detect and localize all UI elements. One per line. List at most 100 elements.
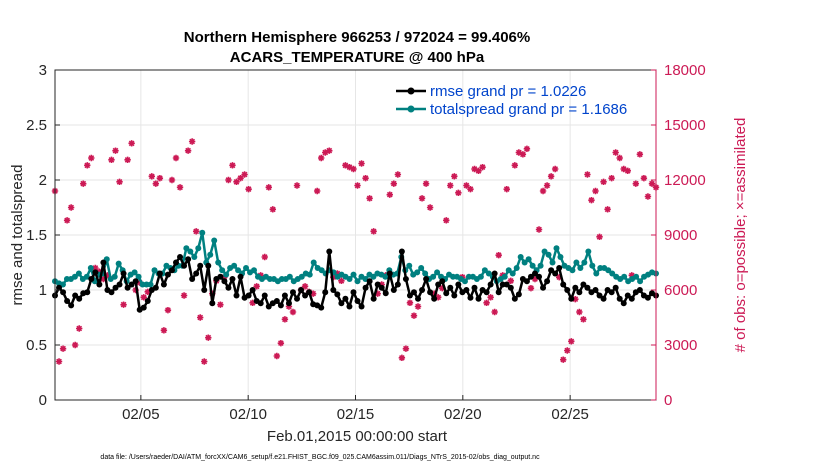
totalspread-point xyxy=(223,271,230,278)
totalspread-point xyxy=(513,265,520,271)
rmse-point xyxy=(298,287,305,293)
obs-star-glyph xyxy=(144,288,151,296)
obs-point xyxy=(422,180,430,187)
obs-point xyxy=(479,163,486,171)
obs-point xyxy=(144,288,151,296)
obs-star-glyph xyxy=(84,162,91,169)
obs-star-glyph xyxy=(463,182,470,189)
rmse-point xyxy=(487,281,494,288)
x-tick-label: 02/15 xyxy=(337,406,375,423)
obs-star-glyph xyxy=(564,347,571,354)
obs-star-glyph xyxy=(414,303,422,310)
obs-point xyxy=(402,345,410,352)
obs-star-glyph xyxy=(168,176,176,184)
obs-point xyxy=(84,162,91,169)
totalspread-point xyxy=(609,270,616,277)
legend: rmse grand pr = 1.0226 totalspread grand… xyxy=(396,83,627,118)
rmse-point xyxy=(140,304,147,311)
rmse-point xyxy=(177,254,184,260)
obs-point xyxy=(430,290,438,297)
totalspread-point xyxy=(605,267,612,274)
obs-point xyxy=(281,316,289,323)
totalspread-point xyxy=(83,273,90,280)
rmse-point xyxy=(330,287,337,293)
obs-point xyxy=(205,334,212,341)
totalspread-point xyxy=(585,248,592,255)
rmse-point xyxy=(515,291,522,298)
obs-star-glyph xyxy=(285,303,293,310)
rmse-point xyxy=(463,287,470,293)
obs-star-glyph xyxy=(338,277,345,285)
totalspread-point xyxy=(306,271,313,278)
y-left-tick-label: 2 xyxy=(39,172,47,189)
obs-point xyxy=(180,292,188,299)
obs-star-glyph xyxy=(346,163,353,171)
obs-star-glyph xyxy=(511,162,519,169)
totalspread-point xyxy=(589,262,596,269)
totalspread-point xyxy=(537,262,544,269)
obs-point xyxy=(507,277,514,285)
obs-star-glyph xyxy=(76,325,83,332)
totalspread-point xyxy=(286,273,293,280)
rmse-point xyxy=(560,281,567,288)
obs-star-glyph xyxy=(128,140,135,147)
y-left-tick-label: 1 xyxy=(39,282,47,299)
totalspread-point xyxy=(422,270,429,277)
obs-star-glyph xyxy=(265,184,272,191)
obs-star-glyph xyxy=(152,180,160,187)
obs-star-glyph xyxy=(237,174,244,182)
totalspread-point xyxy=(485,270,492,277)
obs-point xyxy=(342,162,349,169)
obs-star-glyph xyxy=(180,292,188,299)
rmse-point xyxy=(540,284,547,291)
rmse-point xyxy=(600,295,607,302)
obs-point xyxy=(71,341,79,349)
obs-point xyxy=(338,277,345,285)
obs-point xyxy=(576,308,583,316)
obs-point xyxy=(346,163,353,171)
totalspread-point xyxy=(370,273,377,280)
obs-point xyxy=(640,174,648,182)
rmse-point xyxy=(628,295,635,302)
rmse-point xyxy=(128,281,135,288)
rmse-point xyxy=(358,303,365,310)
totalspread-point xyxy=(71,273,78,280)
rmse-point xyxy=(68,302,75,309)
totalspread-point xyxy=(187,248,194,255)
rmse-point xyxy=(431,295,438,302)
obs-star-glyph xyxy=(636,151,644,158)
legend-spread-label: totalspread grand pr = 1.1686 xyxy=(430,101,627,118)
rmse-point xyxy=(644,294,651,301)
totalspread-point xyxy=(346,276,353,282)
obs-star-glyph xyxy=(624,167,631,175)
obs-point xyxy=(136,279,143,286)
obs-star-glyph xyxy=(640,174,648,182)
totalspread-point xyxy=(521,259,528,266)
obs-point xyxy=(600,178,607,186)
rmse-point xyxy=(596,292,603,299)
rmse-point xyxy=(229,276,236,282)
obs-point xyxy=(76,325,83,332)
obs-point xyxy=(390,180,398,187)
obs-point xyxy=(362,174,369,182)
obs-star-glyph xyxy=(398,354,406,362)
rmse-point xyxy=(370,295,377,302)
obs-star-glyph xyxy=(63,217,71,224)
rmse-point xyxy=(612,284,619,291)
obs-star-glyph xyxy=(418,195,426,202)
obs-star-glyph xyxy=(245,185,252,193)
obs-star-glyph xyxy=(620,165,627,173)
obs-star-glyph xyxy=(366,195,373,202)
totalspread-point xyxy=(501,273,508,280)
obs-point xyxy=(467,185,474,193)
totalspread-point xyxy=(59,281,66,288)
obs-point xyxy=(592,187,599,195)
rmse-point xyxy=(527,273,534,280)
obs-star-glyph xyxy=(539,187,547,195)
obs-point xyxy=(148,173,156,180)
y-axis-left: 0 0.5 1 1.5 2 2.5 3 xyxy=(26,62,60,409)
obs-point xyxy=(63,217,71,224)
totalspread-point xyxy=(529,262,536,269)
rmse-point xyxy=(556,265,563,271)
obs-point xyxy=(398,354,406,362)
